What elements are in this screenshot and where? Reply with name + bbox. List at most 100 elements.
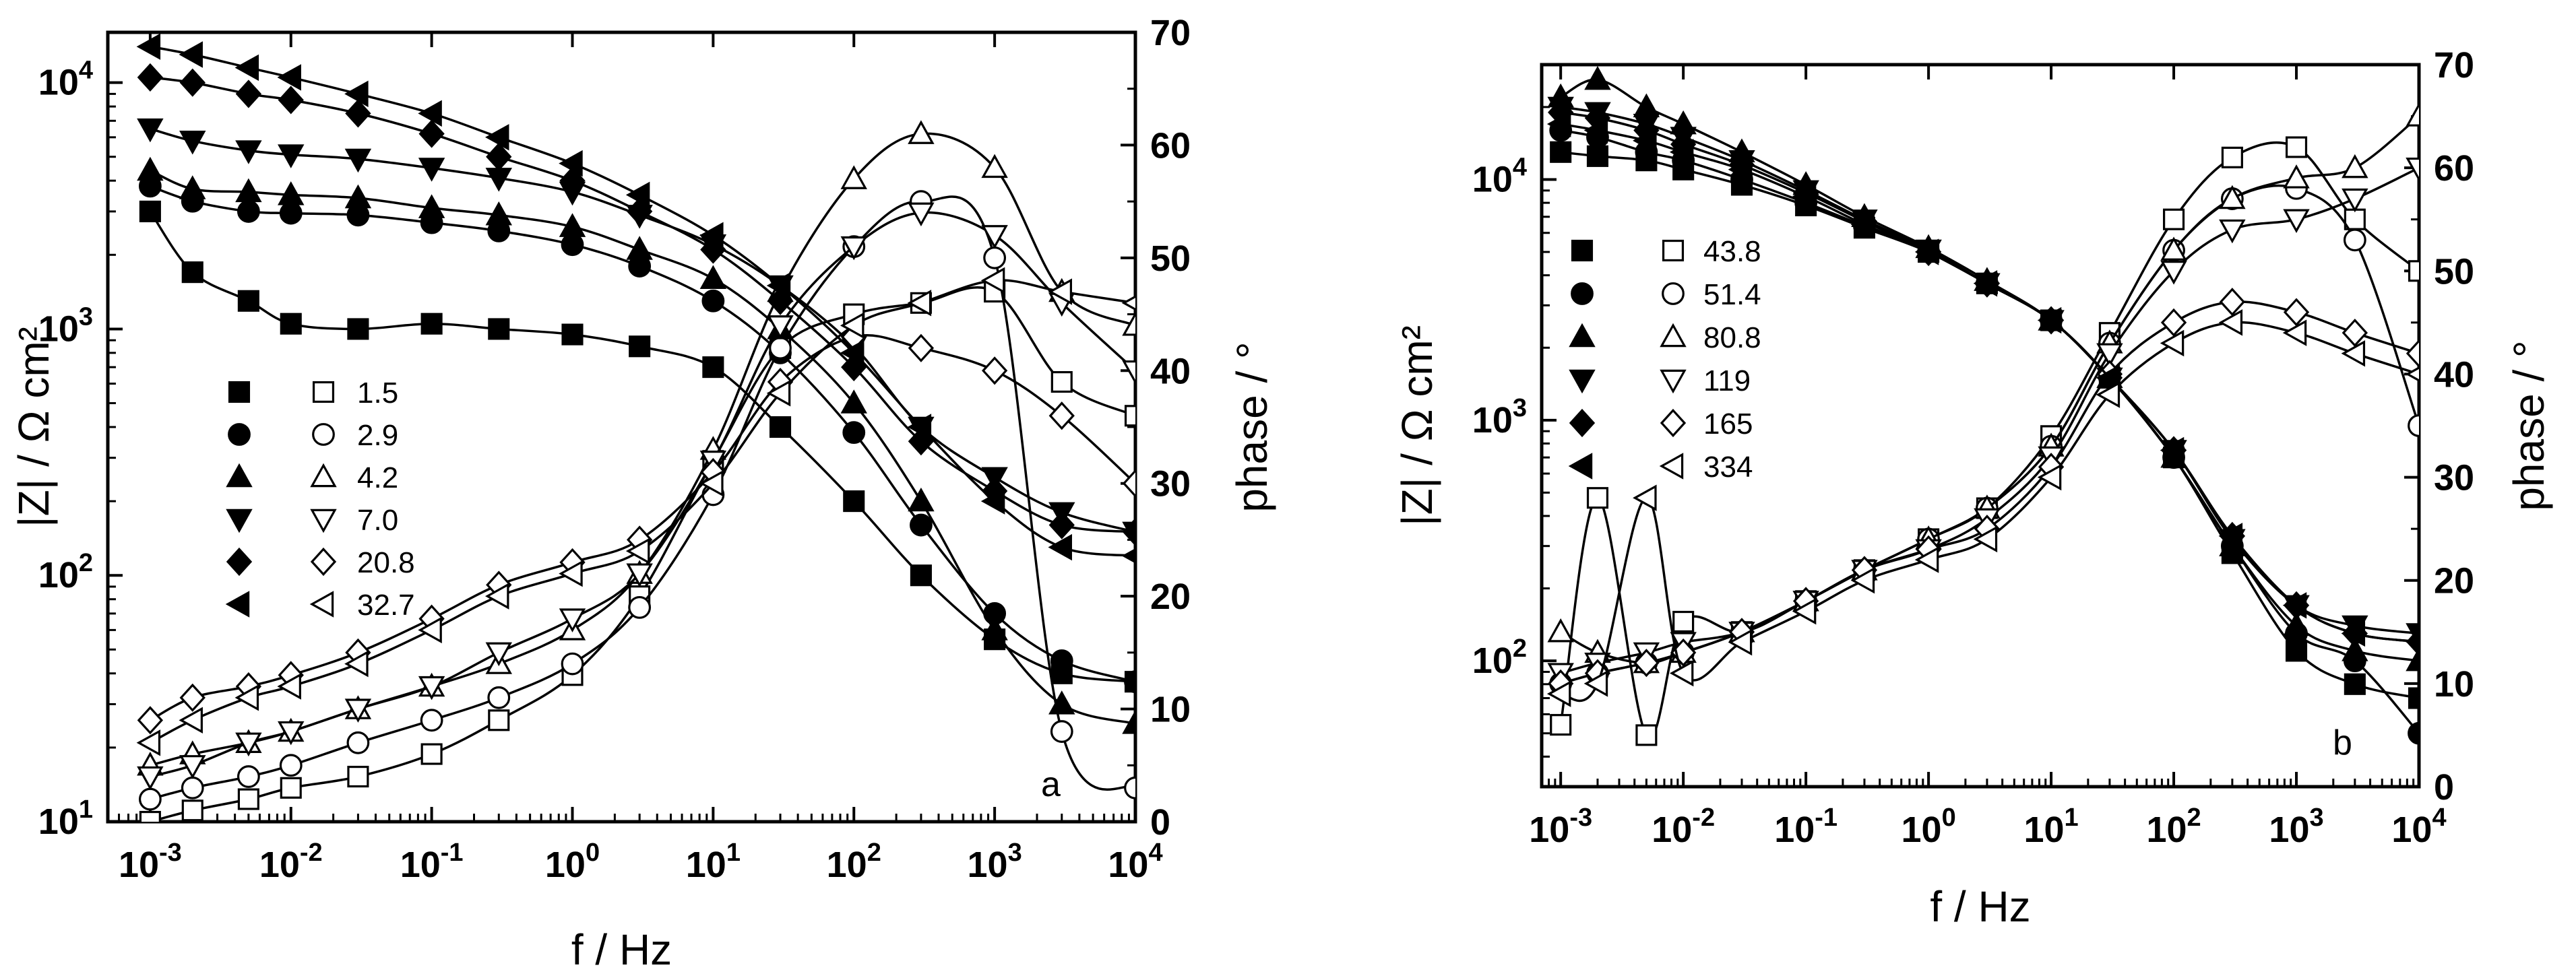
y2-axis-ticks: 0 10 20 30 40 50 60 70 <box>2404 45 2474 808</box>
x-axis-title: f / Hz <box>571 925 672 974</box>
phase-point <box>179 755 206 779</box>
phase-point <box>2342 319 2368 348</box>
legend-filled-marker <box>226 463 253 488</box>
phase-point <box>840 236 867 261</box>
modulus-point <box>418 100 442 127</box>
modulus-point <box>488 318 510 340</box>
modulus-point <box>486 142 512 171</box>
phase-point <box>484 583 509 610</box>
modulus-point <box>345 99 371 128</box>
phase-point <box>418 616 442 644</box>
phase-point <box>981 154 1008 178</box>
modulus-point <box>561 323 584 346</box>
phase-point <box>2160 329 2185 357</box>
phase-point <box>769 336 792 360</box>
phase-point <box>179 683 206 712</box>
modulus-point <box>1728 156 1753 183</box>
modulus-point <box>237 200 260 223</box>
series-32.7 <box>136 33 1135 756</box>
modulus-point <box>699 222 724 249</box>
modulus-point <box>629 335 651 358</box>
phase-point <box>907 290 932 317</box>
modulus-point <box>559 150 583 177</box>
modulus-point <box>137 63 164 92</box>
modulus-point <box>766 272 791 299</box>
y-tick-label: 102 <box>38 549 93 595</box>
modulus-point <box>418 158 445 182</box>
phase-point <box>1635 724 1658 746</box>
y2-tick-label: 10 <box>1150 690 1191 730</box>
phase-point <box>625 537 650 564</box>
y2-axis-title: phase / ° <box>1228 341 1276 512</box>
legend-filled-marker <box>1568 453 1593 480</box>
phase-point <box>1050 370 1073 393</box>
modulus-point <box>1121 548 1135 564</box>
x-tick-label: 103 <box>2269 804 2323 850</box>
y2-axis-title: phase / ° <box>2505 340 2553 511</box>
modulus-point <box>840 389 867 414</box>
y2-tick-label: 40 <box>2434 354 2474 395</box>
modulus-point <box>344 148 372 173</box>
phase-point <box>1792 597 1817 625</box>
phase-point <box>699 469 724 497</box>
modulus-point <box>485 201 513 226</box>
phase-point <box>139 810 161 822</box>
modulus-point <box>280 313 302 335</box>
y-tick-label: 102 <box>1472 634 1527 681</box>
y2-tick-label: 10 <box>2434 664 2474 705</box>
y-axis-ticks: 102 103 104 <box>1472 63 1557 788</box>
phase-point <box>1122 360 1135 385</box>
phase-point <box>2408 414 2419 437</box>
modulus-point <box>1122 710 1135 734</box>
legend-label: 4.2 <box>357 461 398 494</box>
phase-point <box>1122 469 1135 498</box>
phase-point <box>1586 487 1609 509</box>
phase-point <box>346 731 370 754</box>
phase-point <box>766 380 791 407</box>
modulus-point <box>235 178 262 203</box>
x-tick-label: 103 <box>968 839 1022 885</box>
phase-point <box>234 684 259 711</box>
modulus-point <box>840 339 865 366</box>
phase-point <box>1914 546 1939 573</box>
plot-area <box>136 33 1135 822</box>
x-axis-ticks: 10-3 10-2 10-1 100 101 102 103 104 <box>106 32 1163 885</box>
phase-point <box>137 706 164 735</box>
modulus-point <box>1122 517 1135 546</box>
phase-point <box>1121 295 1135 311</box>
x-tick-label: 10-1 <box>1774 804 1837 850</box>
modulus-point <box>237 290 259 312</box>
y2-tick-label: 20 <box>2434 561 2474 601</box>
x-axis-title: f / Hz <box>1930 882 2030 931</box>
series-2.9 <box>138 174 1135 811</box>
y-axis-title: |Z| / Ω cm² <box>9 327 58 527</box>
modulus-point <box>1050 649 1073 672</box>
y2-tick-label: 70 <box>2434 45 2474 86</box>
phase-point <box>420 743 443 765</box>
phase-point <box>181 776 204 799</box>
legend-filled-marker <box>1569 323 1596 348</box>
phase-point <box>344 650 369 678</box>
y2-tick-label: 60 <box>1150 125 1191 166</box>
modulus-point <box>2342 637 2368 661</box>
phase-point <box>2219 288 2246 317</box>
phase-point <box>2342 188 2368 213</box>
phase-point <box>279 754 303 777</box>
y-tick-label: 103 <box>38 302 93 349</box>
modulus-point <box>1586 145 1609 167</box>
modulus-point <box>559 166 586 195</box>
modulus-point <box>235 79 262 108</box>
modulus-point <box>278 144 305 168</box>
phase-point <box>2160 261 2187 285</box>
legend-filled-marker <box>1569 369 1596 394</box>
y-axis-ticks: 101 102 103 104 <box>38 57 123 842</box>
x-tick-label: 10-2 <box>1652 804 1715 850</box>
modulus-point <box>277 64 301 91</box>
plot-area <box>1546 65 2419 746</box>
y2-tick-label: 50 <box>2434 251 2474 292</box>
phase-point <box>1973 525 1998 553</box>
modulus-point <box>2341 620 2366 647</box>
modulus-point <box>701 289 725 313</box>
modulus-point <box>910 513 933 537</box>
modulus-point <box>1584 65 1611 90</box>
